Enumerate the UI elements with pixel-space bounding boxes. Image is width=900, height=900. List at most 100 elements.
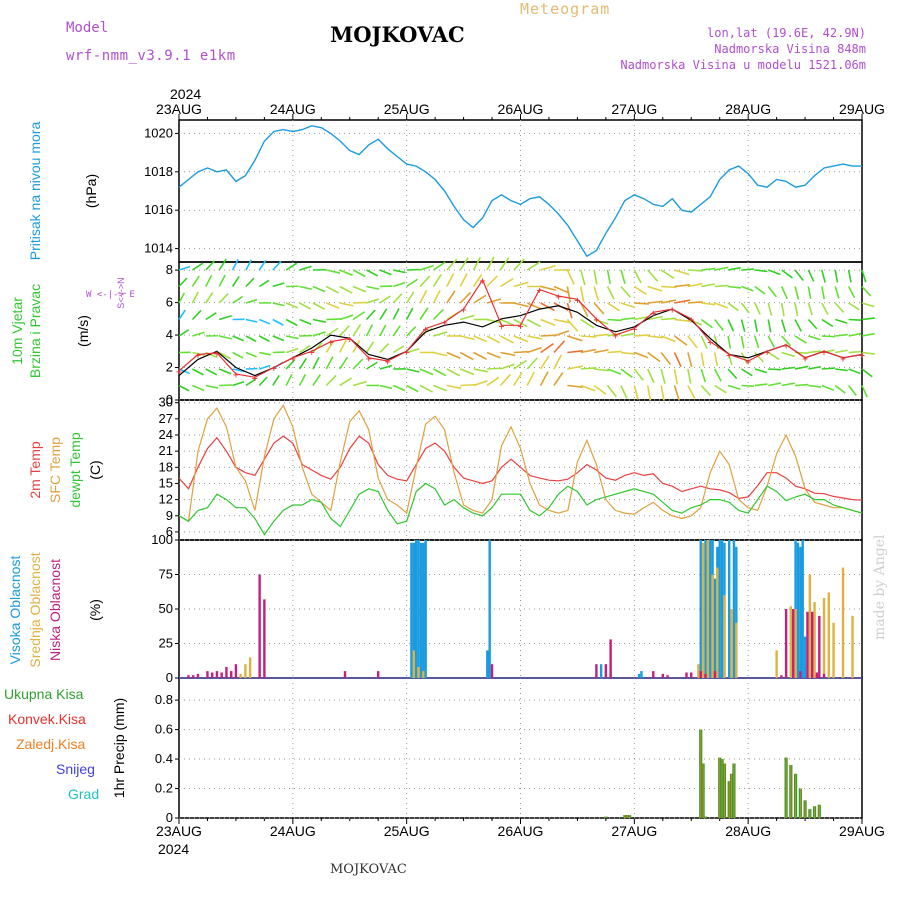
cloud-bar-srednja-oblacnost xyxy=(813,602,816,678)
wind-barb xyxy=(607,350,622,354)
wind-barb xyxy=(606,385,617,398)
meteogram-label: Meteogram xyxy=(520,0,611,18)
temp-line-dewpt-temp xyxy=(178,482,863,536)
wind-barb xyxy=(500,335,515,344)
wind-barb xyxy=(500,318,515,327)
wind-barb xyxy=(245,335,257,343)
wind-barb xyxy=(594,368,609,372)
wind-barb xyxy=(767,351,780,361)
wind-barb xyxy=(285,302,299,309)
gust-marker: + xyxy=(593,315,599,326)
wind-barb xyxy=(432,290,441,304)
wind-barb xyxy=(339,285,353,294)
gust-marker: + xyxy=(650,308,656,319)
ytick-label-precip: 0.4 xyxy=(155,751,173,766)
wind-barb xyxy=(754,335,760,349)
wind-barb xyxy=(553,340,566,354)
wind-barb xyxy=(848,318,862,321)
wind-barb xyxy=(593,269,598,285)
footer-station: MOJKOVAC xyxy=(330,862,407,877)
wind-barb xyxy=(807,302,813,316)
wind-barb xyxy=(432,274,442,287)
cloud-bar-niska-oblacnost xyxy=(225,666,228,678)
wind-gust-line xyxy=(178,278,863,378)
wind-barb xyxy=(392,384,406,392)
wind-barb xyxy=(701,283,716,288)
wind-barb xyxy=(325,374,337,387)
wind-barb xyxy=(499,257,510,271)
bottom-date-label: 24AUG xyxy=(270,823,316,839)
wind-barb xyxy=(218,258,227,271)
wind-barb xyxy=(339,269,353,277)
bottom-year-label: 2024 xyxy=(158,841,189,857)
cloud-bar-srednja-oblacnost xyxy=(775,650,778,678)
wind-barb xyxy=(821,335,835,338)
wind-barb xyxy=(835,333,848,337)
wind-barb xyxy=(352,358,364,370)
ytick-label-wind: 2 xyxy=(166,360,173,375)
wind-barb xyxy=(727,266,741,271)
wind-barb xyxy=(513,318,528,328)
cloud-bar-niska-oblacnost xyxy=(810,611,814,678)
wind-barb xyxy=(834,318,848,324)
lonlat-label: lon,lat (19.6E, 42.9N) xyxy=(707,26,866,40)
wind-barb xyxy=(486,318,502,324)
wind-barb xyxy=(191,291,199,304)
wind-barb xyxy=(727,302,739,312)
wind-barb xyxy=(433,384,447,392)
wind-barb xyxy=(780,302,785,317)
wind-barb xyxy=(513,335,529,343)
cloud-bar-niska-oblacnost xyxy=(206,671,209,678)
wind-barb xyxy=(218,368,232,375)
cloud-bar-srednja-oblacnost xyxy=(851,615,854,678)
pressure-side-title: Pritisak na nivou mora xyxy=(27,122,43,261)
gust-marker: + xyxy=(612,331,618,342)
wind-barb xyxy=(459,368,475,376)
wind-barb xyxy=(741,384,755,387)
wind-barb xyxy=(647,300,663,304)
wind-barb xyxy=(781,382,795,387)
wind-barb xyxy=(834,269,839,283)
wind-barb xyxy=(419,264,434,271)
ytick-label-cloud: 25 xyxy=(159,636,173,651)
cloud-bar-visoka-oblacnost xyxy=(637,673,641,678)
wind-barb xyxy=(299,285,312,291)
wind-barb xyxy=(339,325,350,337)
wind-barb xyxy=(191,309,202,321)
wind-barb xyxy=(834,384,846,394)
precip-legend-2: Zaledj.Kisa xyxy=(16,736,85,752)
cloud-bar-visoka-oblacnost xyxy=(799,546,802,678)
wind-barb xyxy=(540,264,556,271)
wind-barb xyxy=(472,256,482,271)
cloud-bar-niska-oblacnost xyxy=(609,639,612,678)
wind-barb xyxy=(647,269,659,282)
ytick-label-temperature: 12 xyxy=(159,492,173,507)
wind-barb xyxy=(272,302,285,307)
wind-barb xyxy=(714,266,729,271)
wind-barb xyxy=(325,327,339,337)
wind-barb xyxy=(579,269,586,286)
wind-barb xyxy=(780,319,787,333)
wind-barb xyxy=(620,332,636,337)
wind-barb xyxy=(660,335,676,343)
gust-marker: + xyxy=(461,305,467,316)
wind-barb xyxy=(178,309,186,320)
cloud-bar-niska-oblacnost xyxy=(215,671,219,678)
wind-barb xyxy=(406,368,420,373)
cloud-bar-niska-oblacnost xyxy=(661,673,664,678)
temp-side-title-sfc: SFC Temp xyxy=(47,437,63,503)
wind-barb xyxy=(513,359,527,370)
wind-barb xyxy=(741,285,754,292)
wind-barb xyxy=(620,317,636,321)
ytick-label-wind: 4 xyxy=(166,327,173,342)
wind-barb xyxy=(713,352,719,367)
bottom-date-label: 25AUG xyxy=(384,823,430,839)
wind-barb xyxy=(325,285,340,294)
wind-barb xyxy=(821,318,834,328)
wind-barb xyxy=(419,384,434,393)
temp-ylabel: (C) xyxy=(87,460,103,479)
wind-barb xyxy=(861,385,868,398)
wind-barb xyxy=(687,301,703,304)
wind-compass-v: S<-|->N xyxy=(116,277,126,308)
